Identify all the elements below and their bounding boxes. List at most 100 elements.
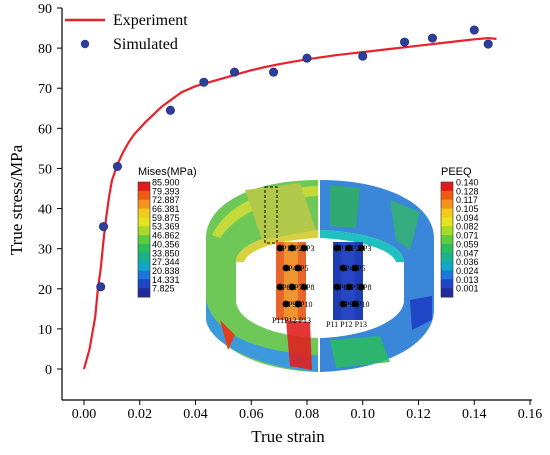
colorbar-swatch (441, 270, 453, 280)
simulated-point (302, 53, 312, 63)
specimen-point (300, 244, 308, 252)
y-tick-label: 30 (38, 243, 52, 258)
specimen-point (276, 283, 284, 291)
specimen-point-label: P9 (288, 300, 296, 309)
simulated-point (400, 37, 410, 47)
legend-simulated-swatch (80, 39, 90, 49)
x-tick-label: 0.14 (462, 407, 487, 422)
colorbar-swatch (441, 261, 453, 271)
specimen-point-label: P10 (357, 300, 369, 309)
specimen-point (339, 300, 347, 308)
specimen-point-label: P1 (282, 244, 290, 253)
specimen-point (282, 264, 290, 272)
colorbar-frame (440, 181, 454, 298)
specimen-point (294, 300, 302, 308)
colorbar-swatch (138, 235, 150, 245)
simulated-point (112, 161, 122, 171)
x-ticks: 0.00 0.02 0.04 0.06 0.08 0.10 0.12 0.14 0.16 (72, 400, 542, 422)
colorbar-swatch (441, 199, 453, 210)
specimen-point (282, 300, 290, 308)
colorbar-swatch (138, 270, 150, 280)
colorbar-label: 0.013 (456, 275, 479, 285)
ring-left-half (206, 180, 318, 372)
specimen-point (357, 283, 365, 291)
simulated-point (483, 39, 493, 49)
y-tick-label: 20 (38, 283, 52, 298)
colorbar-label: 0.047 (456, 248, 479, 258)
colorbar-swatch (138, 208, 150, 218)
colorbar-swatch (138, 199, 150, 210)
colorbar-frame (137, 181, 151, 298)
specimen-point-label: P2 (351, 244, 359, 253)
colorbar-label: 0.117 (456, 195, 478, 205)
specimen-point (300, 283, 308, 291)
mises-colorbar: 85.90079.39372.88766.38159.87553.36946.8… (137, 178, 180, 298)
right-bottom-point-labels: P11 P12 P13 (326, 320, 367, 329)
specimen-point (276, 244, 284, 252)
colorbar-label: 46.862 (152, 231, 180, 241)
specimen-point (288, 283, 296, 291)
specimen-point-label: P7 (294, 283, 302, 292)
simulated-point (469, 25, 479, 35)
y-tick-label: 40 (38, 203, 52, 218)
specimen-point (345, 283, 353, 291)
simulated-points (96, 25, 493, 292)
specimen-point (345, 244, 353, 252)
specimen-point-label: P6 (339, 283, 347, 292)
specimen-point-label: P9 (345, 300, 353, 309)
colorbar-swatch (138, 279, 150, 289)
x-tick-label: 0.06 (239, 407, 264, 422)
left-specimen-points: P1 P2 P3 P4 P5 P6 P7 P8 P9 P10 (276, 244, 314, 309)
colorbar-label: 27.344 (152, 257, 180, 267)
colorbar-label: 0.059 (456, 239, 479, 249)
y-tick-label: 70 (38, 82, 52, 97)
colorbar-swatch (441, 182, 453, 192)
specimen-point (288, 244, 296, 252)
left-bottom-point-labels: P11P12 P13 (272, 316, 311, 325)
specimen-point-label: P1 (339, 244, 347, 253)
specimen-point-label: P3 (306, 244, 314, 253)
colorbar-swatch (138, 190, 150, 201)
colorbar-label: 85.900 (152, 178, 180, 188)
simulated-point (269, 67, 279, 77)
specimen-point-label: P6 (282, 283, 290, 292)
peeq-colorbar-title: PEEQ (441, 166, 472, 178)
specimen-point-label: P3 (363, 244, 371, 253)
specimen-point (351, 264, 359, 272)
axes (61, 8, 532, 401)
specimen-point-label: P8 (306, 283, 314, 292)
x-tick-label: 0.10 (351, 407, 376, 422)
y-tick-label: 0 (45, 363, 52, 378)
colorbar-label: 72.887 (152, 195, 180, 205)
x-tick-label: 0.04 (183, 407, 208, 422)
right-specimen-points: P1 P2 P3 P4 P5 P6 P7 P8 P9 P10 (333, 244, 371, 309)
colorbar-swatch (138, 243, 150, 254)
colorbar-label: 79.393 (152, 186, 180, 196)
colorbar-swatch (138, 217, 150, 227)
specimen-point-label: P4 (345, 264, 353, 273)
legend-experiment-label: Experiment (113, 12, 188, 29)
specimen-point (294, 264, 302, 272)
y-axis-title: True stress/MPa (7, 144, 26, 255)
x-axis-title: True strain (251, 427, 325, 446)
simulated-point (96, 282, 106, 292)
specimen-point-label: P5 (357, 264, 365, 273)
specimen-point (339, 264, 347, 272)
simulated-point (165, 105, 175, 115)
colorbar-swatch (441, 208, 453, 218)
colorbar-swatch (441, 288, 453, 298)
colorbar-swatch (441, 190, 453, 201)
colorbar-swatch (138, 288, 150, 298)
colorbar-label: 33.850 (152, 248, 180, 258)
colorbar-swatch (441, 243, 453, 254)
colorbar-label: 0.001 (456, 284, 479, 294)
colorbar-label: 0.071 (456, 231, 479, 241)
colorbar-label: 0.094 (456, 213, 479, 223)
simulated-point (99, 222, 109, 232)
legend: Experiment Simulated (65, 12, 188, 53)
specimen-point (333, 283, 341, 291)
colorbar-label: 0.036 (456, 257, 479, 267)
colorbar-swatch (138, 261, 150, 271)
y-tick-label: 90 (38, 2, 52, 17)
legend-simulated-label: Simulated (113, 36, 178, 53)
